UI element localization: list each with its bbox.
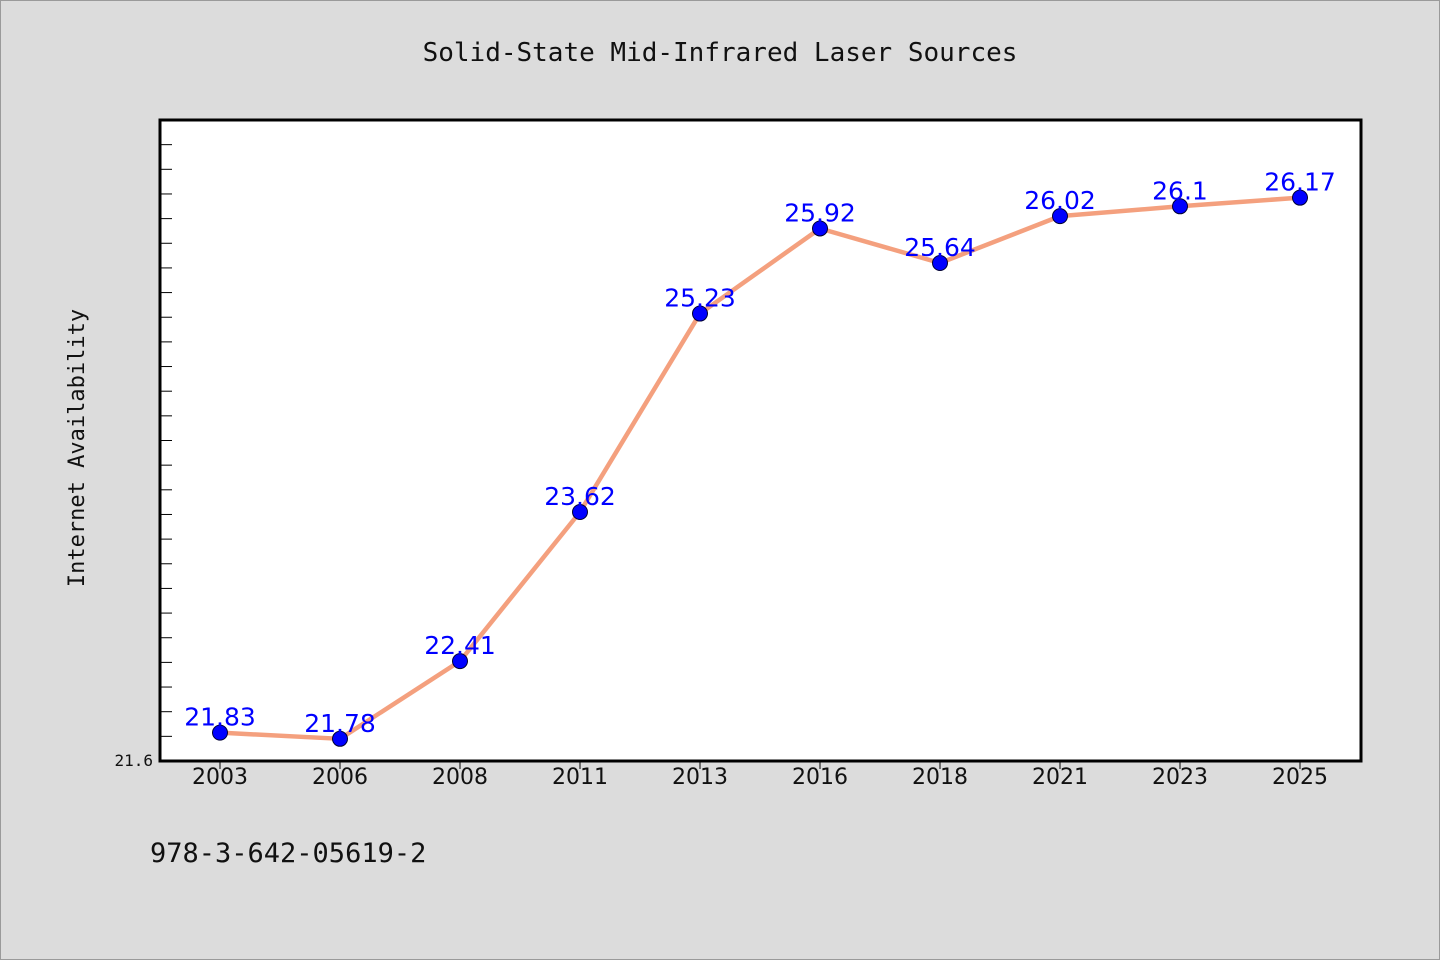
data-point xyxy=(1292,189,1308,206)
y-axis-label: Internet Availability xyxy=(65,309,90,587)
x-tick-label: 2021 xyxy=(1032,765,1088,790)
x-axis-ticks: 2003 2006 2008 2011 2013 2016 2018 2021 2023 2025 xyxy=(192,761,1328,790)
data-point xyxy=(452,653,468,670)
data-labels: 21.83 21.78 22.41 23.62 25.23 25.92 25.64 26.02… xyxy=(184,168,1336,738)
x-tick-label: 2013 xyxy=(672,765,728,790)
data-label: 26.1 xyxy=(1152,176,1208,205)
x-tick-label: 2018 xyxy=(912,765,968,790)
data-point xyxy=(1172,198,1188,215)
data-point xyxy=(1052,208,1068,225)
data-label: 22.41 xyxy=(424,631,496,660)
isbn-footer: 978-3-642-05619-2 xyxy=(150,838,426,869)
data-point xyxy=(932,254,948,271)
x-tick-label: 2011 xyxy=(552,765,608,790)
plot-area xyxy=(158,118,1363,763)
data-point xyxy=(572,503,588,520)
data-point xyxy=(332,730,348,747)
series xyxy=(212,189,1308,747)
series-line xyxy=(217,195,1303,742)
data-label: 26.17 xyxy=(1264,168,1336,197)
y-tick-label: 21.6 xyxy=(114,751,153,770)
data-label: 21.83 xyxy=(184,703,256,732)
x-tick-label: 2003 xyxy=(192,765,248,790)
data-label: 26.02 xyxy=(1024,186,1096,215)
x-tick-label: 2008 xyxy=(432,765,488,790)
data-point xyxy=(812,220,828,237)
x-tick-label: 2006 xyxy=(312,765,368,790)
chart-title: Solid-State Mid-Infrared Laser Sources xyxy=(423,38,1018,68)
data-label: 25.92 xyxy=(784,198,856,227)
x-tick-label: 2023 xyxy=(1152,765,1208,790)
data-point xyxy=(212,724,228,741)
data-label: 23.62 xyxy=(544,482,616,511)
y-axis-ticks xyxy=(160,144,172,737)
data-label: 25.64 xyxy=(904,233,976,262)
data-label: 25.23 xyxy=(664,284,736,313)
data-label: 21.78 xyxy=(304,709,376,738)
x-tick-label: 2016 xyxy=(792,765,848,790)
x-tick-label: 2025 xyxy=(1272,765,1328,790)
data-point xyxy=(692,305,708,322)
